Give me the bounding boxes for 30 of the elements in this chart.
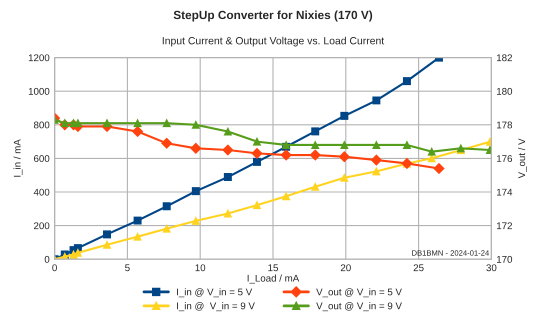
x-tick-label: 30 xyxy=(486,264,496,272)
y-tick-label: 800 xyxy=(34,122,50,128)
y2-axis-title: V_out / V xyxy=(518,138,528,178)
y-tick-label: 0 xyxy=(44,256,50,263)
x-tick-label: 15 xyxy=(268,264,278,272)
legend-label: I_in @ V_in = 9 V xyxy=(177,302,255,312)
y-axis-title: I_in / mA xyxy=(13,139,22,177)
y2-tick-label: 170 xyxy=(497,256,512,263)
legend-label: V_out @ V_in = 9 V xyxy=(316,302,402,312)
x-tick-label: 10 xyxy=(196,264,206,272)
y2-tick-label: 172 xyxy=(497,222,512,230)
y2-tick-label: 178 xyxy=(497,122,512,128)
chart-title: StepUp Converter for Nixies (170 V) xyxy=(174,10,372,22)
y-tick-label: 400 xyxy=(34,188,50,196)
y-tick-label: 600 xyxy=(34,155,50,162)
y-tick-label: 1200 xyxy=(28,54,50,62)
chart-subtitle: Input Current & Output Voltage vs. Load Current xyxy=(162,36,384,46)
x-axis-title: I_Load / mA xyxy=(248,274,300,284)
y2-tick-label: 182 xyxy=(497,54,512,62)
y-tick-label: 200 xyxy=(34,222,50,230)
y-tick-label: 1000 xyxy=(28,88,50,95)
x-tick-label: 0 xyxy=(52,264,57,272)
y2-tick-label: 180 xyxy=(497,88,512,95)
y2-tick-label: 174 xyxy=(497,188,512,196)
y2-tick-label: 176 xyxy=(497,155,512,162)
x-tick-label: 25 xyxy=(414,264,424,272)
x-tick-label: 20 xyxy=(340,264,351,272)
legend-label: V_out @ V_in = 5 V xyxy=(316,288,402,298)
legend-label: I_in @ V_in = 5 V xyxy=(177,288,252,298)
x-tick-label: 5 xyxy=(125,264,130,272)
